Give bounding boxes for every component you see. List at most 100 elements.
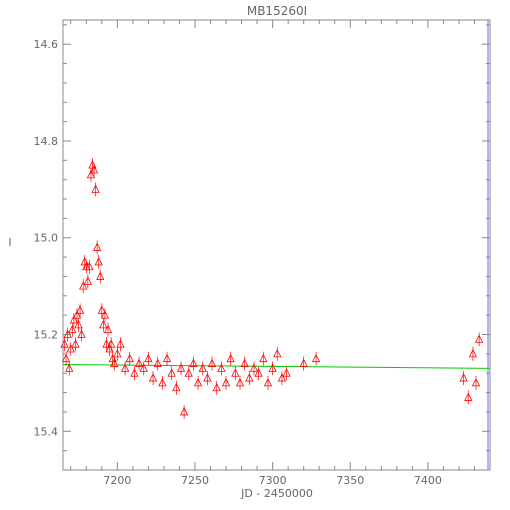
data-point: [179, 404, 189, 419]
data-point: [93, 240, 102, 255]
data-point: [273, 346, 282, 361]
point-marker: [144, 353, 153, 363]
point-marker: [130, 368, 139, 377]
point-marker: [139, 363, 148, 372]
data-point: [79, 279, 88, 294]
data-point: [75, 303, 85, 318]
point-marker: [193, 378, 203, 387]
point-marker: [86, 169, 96, 179]
point-marker: [75, 305, 85, 314]
point-marker: [120, 363, 130, 372]
point-marker: [162, 353, 172, 363]
point-marker: [189, 358, 198, 367]
data-point: [198, 361, 207, 376]
data-point: [144, 351, 153, 366]
data-point: [71, 337, 80, 352]
y-tick-label: 15.0: [34, 232, 59, 245]
point-marker: [83, 276, 92, 285]
data-point: [231, 366, 240, 381]
chart-title: MB15260I: [247, 4, 307, 18]
data-point: [464, 390, 473, 405]
point-marker: [198, 363, 207, 372]
point-marker: [235, 378, 245, 387]
point-marker: [240, 358, 249, 367]
data-point: [240, 356, 249, 371]
data-point: [311, 351, 321, 366]
data-point: [130, 366, 139, 381]
point-marker: [113, 348, 122, 358]
point-marker: [282, 368, 291, 377]
model-line: [62, 364, 491, 369]
data-point: [69, 313, 79, 327]
data-point: [110, 356, 119, 371]
data-point: [88, 158, 97, 173]
point-marker: [249, 363, 259, 372]
point-marker: [468, 348, 478, 358]
point-marker: [116, 339, 125, 348]
data-point: [97, 303, 106, 318]
data-point: [89, 163, 99, 177]
point-marker: [65, 363, 74, 372]
point-marker: [100, 310, 110, 319]
data-point: [235, 375, 245, 390]
y-tick-label: 14.8: [34, 135, 59, 148]
data-point: [184, 366, 193, 381]
point-marker: [158, 378, 167, 387]
point-marker: [299, 358, 308, 367]
data-point: [82, 259, 91, 274]
x-tick-label: 7350: [336, 474, 364, 487]
point-marker: [97, 305, 106, 314]
x-axis: 7200 7250 7300 7350 7400: [70, 20, 491, 487]
data-point: [459, 371, 468, 386]
point-marker: [277, 373, 287, 382]
data-point: [116, 337, 125, 352]
point-marker: [74, 319, 83, 329]
point-marker: [459, 373, 468, 382]
x-tick-label: 7250: [181, 474, 209, 487]
point-marker: [226, 353, 235, 363]
point-marker: [91, 184, 100, 193]
point-marker: [96, 271, 105, 280]
data-point: [203, 371, 212, 386]
x-axis-title: JD - 2450000: [240, 487, 313, 500]
point-marker: [66, 344, 75, 353]
data-point: [468, 346, 478, 361]
point-marker: [79, 281, 88, 290]
data-point: [172, 380, 181, 395]
point-marker: [221, 378, 231, 387]
point-marker: [207, 358, 217, 367]
point-marker: [89, 165, 99, 174]
data-point: [249, 361, 259, 376]
y-axis-title: I: [8, 236, 11, 249]
point-marker: [179, 407, 189, 416]
data-point: [221, 375, 231, 390]
data-point: [139, 361, 148, 376]
point-marker: [102, 339, 111, 348]
point-marker: [268, 363, 277, 372]
data-point: [96, 269, 105, 284]
data-point: [134, 356, 144, 371]
data-point: [212, 380, 221, 395]
y-tick-label: 15.4: [34, 425, 59, 438]
data-point: [158, 375, 167, 390]
data-point: [65, 361, 74, 376]
data-point: [268, 361, 277, 376]
point-marker: [153, 358, 162, 367]
data-point: [254, 366, 263, 381]
data-point: [189, 356, 198, 371]
data-point: [100, 308, 110, 323]
point-marker: [134, 358, 144, 367]
point-marker: [94, 257, 103, 266]
point-marker: [184, 368, 193, 377]
point-marker: [259, 353, 268, 363]
point-marker: [68, 324, 77, 334]
data-point: [99, 317, 108, 332]
point-marker: [93, 242, 102, 251]
data-point: [176, 361, 186, 376]
data-point: [167, 366, 176, 381]
data-point: [259, 351, 268, 366]
point-marker: [172, 382, 181, 392]
point-marker: [148, 373, 158, 382]
point-marker: [471, 378, 481, 387]
